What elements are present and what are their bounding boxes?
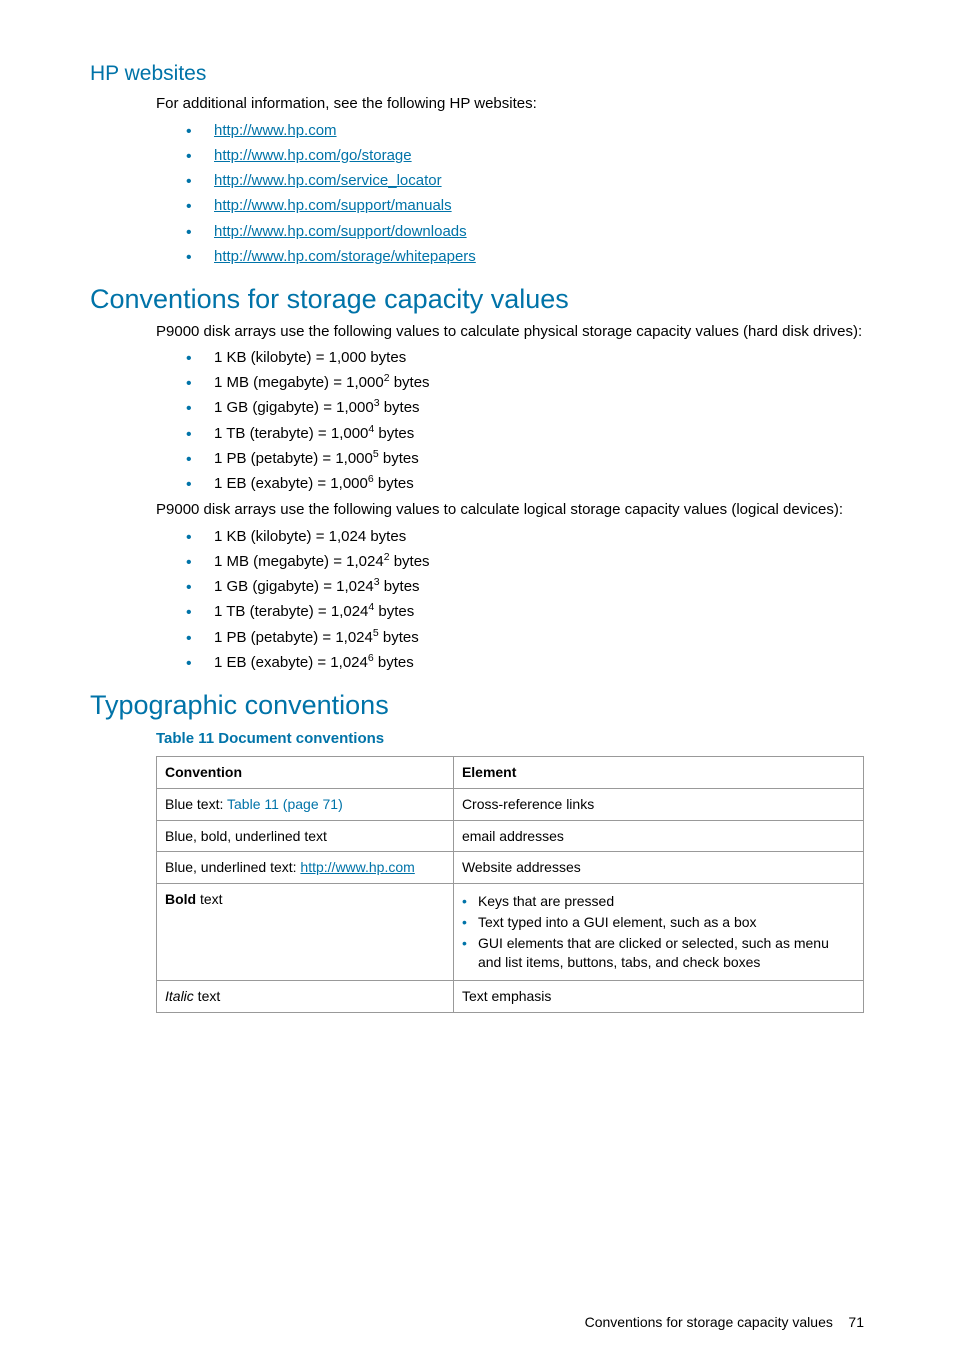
table-row: Blue, bold, underlined textemail address… <box>157 820 864 852</box>
website-link[interactable]: http://www.hp.com/storage/whitepapers <box>214 248 476 265</box>
cross-ref-link[interactable]: Table 11 (page 71) <box>227 796 343 812</box>
table-row: Blue text: Table 11 (page 71)Cross-refer… <box>157 788 864 820</box>
cross-ref-link[interactable]: http://www.hp.com <box>300 859 414 875</box>
list-item: 1 GB (gigabyte) = 1,0243 bytes <box>186 577 864 597</box>
list-item: http://www.hp.com/storage/whitepapers <box>186 247 864 267</box>
cell-element: email addresses <box>453 820 863 852</box>
table-row: Italic textText emphasis <box>157 980 864 1012</box>
col-element: Element <box>453 756 863 788</box>
list-item: 1 KB (kilobyte) = 1,000 bytes <box>186 348 864 368</box>
heading-hp-websites: HP websites <box>90 60 864 88</box>
list-item: http://www.hp.com <box>186 121 864 141</box>
website-link[interactable]: http://www.hp.com <box>214 122 337 139</box>
list-item: 1 TB (terabyte) = 1,0244 bytes <box>186 602 864 622</box>
website-link[interactable]: http://www.hp.com/support/manuals <box>214 197 452 214</box>
footer-text: Conventions for storage capacity values <box>585 1314 833 1330</box>
section-typographic: Table 11 Document conventions Convention… <box>156 729 864 1012</box>
website-link[interactable]: http://www.hp.com/go/storage <box>214 147 412 164</box>
cell-element: Keys that are pressed Text typed into a G… <box>453 884 863 981</box>
cell-element: Website addresses <box>453 852 863 884</box>
capacity-intro-logical: P9000 disk arrays use the following valu… <box>156 500 864 520</box>
list-item: Text typed into a GUI element, such as a… <box>462 913 855 932</box>
list-item: 1 GB (gigabyte) = 1,0003 bytes <box>186 398 864 418</box>
hp-websites-intro: For additional information, see the foll… <box>156 94 864 114</box>
heading-capacity: Conventions for storage capacity values <box>90 281 864 317</box>
website-link[interactable]: http://www.hp.com/service_locator <box>214 172 442 189</box>
list-item: http://www.hp.com/go/storage <box>186 146 864 166</box>
table-row: Bold text Keys that are pressed Text typed… <box>157 884 864 981</box>
table-title: Table 11 Document conventions <box>156 729 864 749</box>
list-item: Keys that are pressed <box>462 892 855 911</box>
list-item: 1 EB (exabyte) = 1,0006 bytes <box>186 474 864 494</box>
cell-convention: Blue text: Table 11 (page 71) <box>157 788 454 820</box>
section-hp-websites: For additional information, see the foll… <box>156 94 864 267</box>
cell-convention: Bold text <box>157 884 454 981</box>
table-row: Blue, underlined text: http://www.hp.com… <box>157 852 864 884</box>
list-item: http://www.hp.com/support/manuals <box>186 196 864 216</box>
cell-convention: Blue, underlined text: http://www.hp.com <box>157 852 454 884</box>
list-item: 1 PB (petabyte) = 1,0005 bytes <box>186 449 864 469</box>
list-item: 1 MB (megabyte) = 1,0242 bytes <box>186 552 864 572</box>
page-footer: Conventions for storage capacity values … <box>90 1313 864 1332</box>
table-header-row: Convention Element <box>157 756 864 788</box>
list-item: 1 TB (terabyte) = 1,0004 bytes <box>186 424 864 444</box>
cell-element: Cross-reference links <box>453 788 863 820</box>
capacity-physical-list: 1 KB (kilobyte) = 1,000 bytes 1 MB (megab… <box>186 348 864 495</box>
cell-element: Text emphasis <box>453 980 863 1012</box>
list-item: GUI elements that are clicked or selecte… <box>462 934 855 972</box>
cell-convention: Blue, bold, underlined text <box>157 820 454 852</box>
list-item: 1 KB (kilobyte) = 1,024 bytes <box>186 527 864 547</box>
conventions-table: Convention Element Blue text: Table 11 (… <box>156 756 864 1013</box>
website-link[interactable]: http://www.hp.com/support/downloads <box>214 223 467 240</box>
capacity-logical-list: 1 KB (kilobyte) = 1,024 bytes 1 MB (megab… <box>186 527 864 674</box>
list-item: http://www.hp.com/support/downloads <box>186 222 864 242</box>
list-item: 1 EB (exabyte) = 1,0246 bytes <box>186 653 864 673</box>
list-item: http://www.hp.com/service_locator <box>186 171 864 191</box>
cell-convention: Italic text <box>157 980 454 1012</box>
list-item: 1 PB (petabyte) = 1,0245 bytes <box>186 628 864 648</box>
hp-websites-list: http://www.hp.com http://www.hp.com/go/st… <box>186 121 864 268</box>
list-item: 1 MB (megabyte) = 1,0002 bytes <box>186 373 864 393</box>
col-convention: Convention <box>157 756 454 788</box>
footer-page: 71 <box>848 1314 864 1330</box>
heading-typographic: Typographic conventions <box>90 687 864 723</box>
capacity-intro-physical: P9000 disk arrays use the following valu… <box>156 322 864 342</box>
section-capacity: P9000 disk arrays use the following valu… <box>156 322 864 674</box>
